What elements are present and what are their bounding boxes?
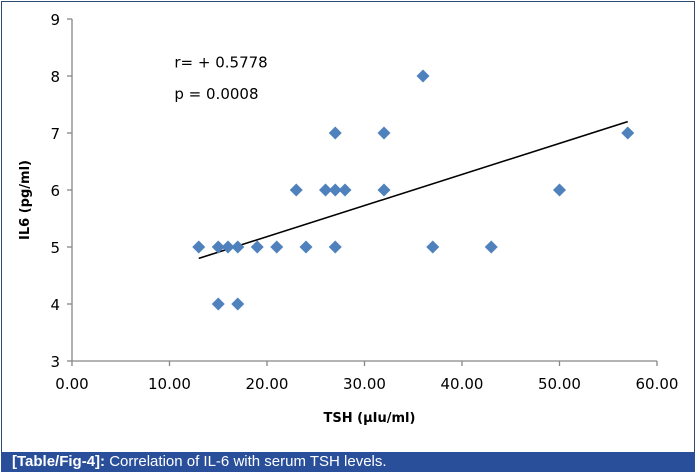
x-tick-label: 20.00 <box>246 375 289 393</box>
data-point <box>426 240 440 254</box>
data-point <box>211 240 225 254</box>
data-point <box>211 297 225 311</box>
y-tick-label: 6 <box>50 182 60 200</box>
points-group <box>192 69 635 311</box>
data-point <box>192 240 206 254</box>
y-tick-label: 5 <box>50 239 60 257</box>
y-axis-title: IL6 (pg/ml) <box>18 160 33 240</box>
data-point <box>231 240 245 254</box>
figure-caption: [Table/Fig-4]: Correlation of IL-6 with … <box>1 452 695 472</box>
data-point <box>553 183 566 197</box>
data-point <box>250 240 264 254</box>
data-point <box>484 240 498 254</box>
scatter-chart: 0.00 10.00 20.00 30.00 40.00 50.00 60.00 3 4 5 6 7 8… <box>18 11 678 426</box>
data-point <box>231 297 245 311</box>
y-tick-label: 9 <box>50 11 60 29</box>
x-axis-title: TSH (µIu/ml) <box>324 411 416 426</box>
ticks: 0.00 10.00 20.00 30.00 40.00 50.00 60.00 3 4 5 6 7 8… <box>50 11 678 393</box>
data-point <box>289 183 303 197</box>
x-tick-label: 30.00 <box>343 375 386 393</box>
data-point <box>270 240 284 254</box>
x-tick-label: 60.00 <box>636 375 679 393</box>
y-tick-label: 4 <box>50 296 60 314</box>
data-point <box>621 126 635 140</box>
axes <box>71 19 657 362</box>
y-tick-label: 7 <box>50 125 60 143</box>
annotations: r= + 0.5778 p = 0.0008 <box>174 53 267 102</box>
figure-frame: 0.00 10.00 20.00 30.00 40.00 50.00 60.00 3 4 5 6 7 8… <box>1 1 695 452</box>
y-tick-label: 8 <box>50 68 60 86</box>
x-tick-label: 40.00 <box>441 375 484 393</box>
data-point <box>338 183 352 197</box>
data-point <box>416 69 430 83</box>
trendline-group <box>198 120 628 260</box>
x-tick-label: 10.00 <box>148 375 191 393</box>
data-point <box>328 126 342 140</box>
x-tick-label: 0.00 <box>55 375 88 393</box>
data-point <box>328 240 342 254</box>
y-tick-label: 3 <box>50 353 60 371</box>
caption-label: [Table/Fig-4]: <box>12 453 106 470</box>
data-point <box>377 183 391 197</box>
caption-text: Correlation of IL-6 with serum TSH level… <box>105 453 387 470</box>
data-point <box>319 183 332 197</box>
data-point <box>299 240 313 254</box>
data-point <box>377 126 391 140</box>
data-point <box>328 183 342 197</box>
stat-annotation: r= + 0.5778 <box>174 53 267 71</box>
stat-annotation: p = 0.0008 <box>174 85 258 103</box>
data-point <box>221 240 235 254</box>
trendline <box>198 120 628 260</box>
x-tick-label: 50.00 <box>538 375 581 393</box>
